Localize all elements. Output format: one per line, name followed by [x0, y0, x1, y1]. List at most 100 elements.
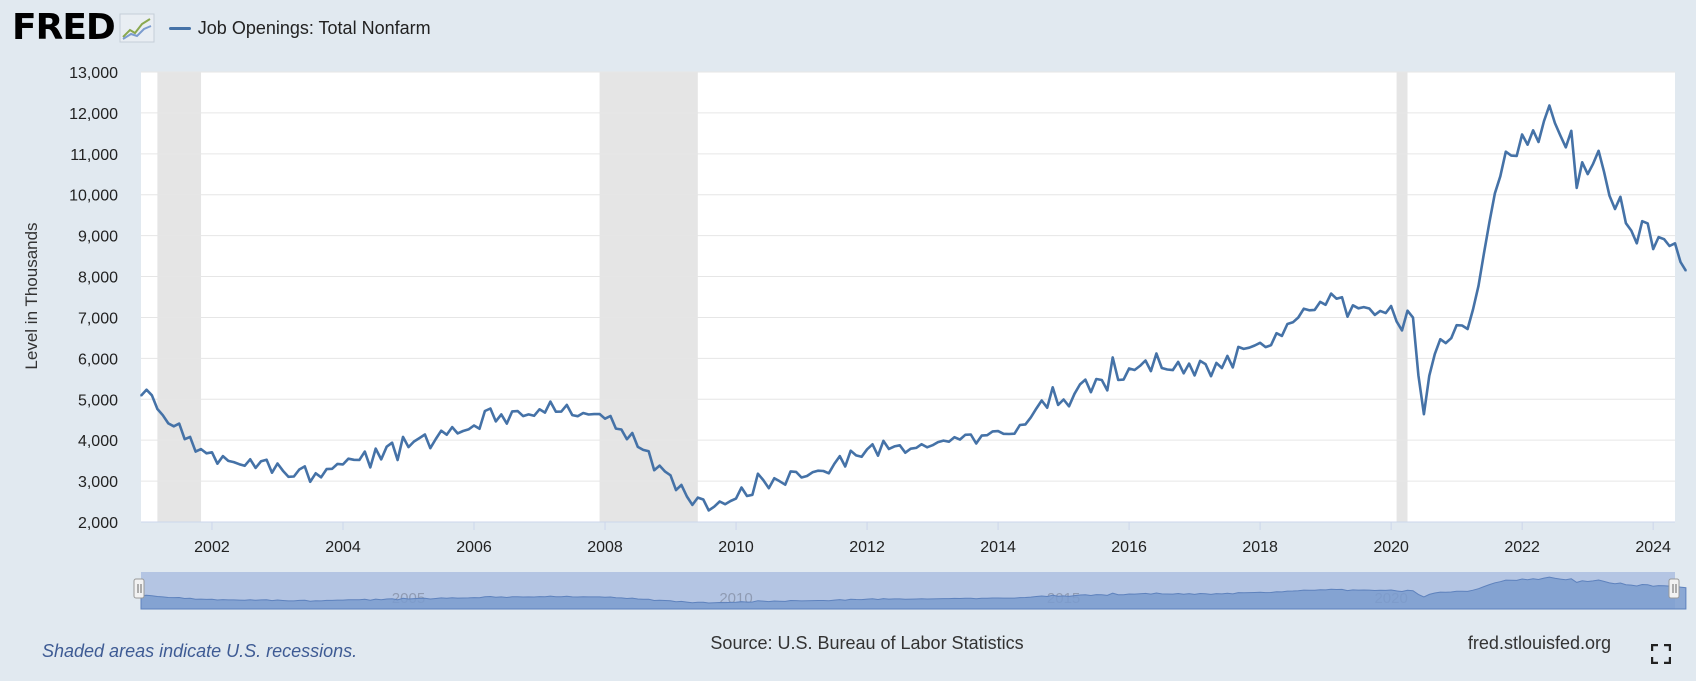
y-tick-label: 5,000 — [78, 392, 118, 409]
data-point — [664, 470, 666, 473]
fred-graph-icon — [119, 13, 155, 43]
y-tick-label: 12,000 — [69, 106, 118, 123]
data-point — [1215, 362, 1218, 364]
data-point — [407, 446, 410, 448]
data-point — [1608, 195, 1611, 197]
data-point — [1477, 285, 1480, 287]
data-point — [691, 504, 694, 506]
data-point — [178, 422, 180, 425]
data-point — [1679, 261, 1682, 263]
data-point — [162, 414, 164, 417]
data-point — [1303, 307, 1305, 310]
fullscreen-icon[interactable] — [1651, 644, 1671, 664]
data-point — [451, 426, 454, 428]
data-point — [1499, 175, 1502, 178]
y-tick-label: 13,000 — [69, 65, 118, 82]
data-point — [1128, 367, 1130, 370]
data-point — [1084, 378, 1087, 381]
data-point — [1543, 120, 1545, 122]
data-point — [1450, 337, 1452, 340]
data-point — [1521, 133, 1523, 136]
data-point — [1663, 238, 1665, 240]
data-point — [511, 410, 513, 413]
data-point — [538, 408, 541, 411]
x-tick-label: 2024 — [1635, 539, 1671, 556]
x-axis: 2002 2004 2006 2008 2010 2012 2014 2016 2018 2020… — [141, 521, 1675, 556]
data-point — [467, 428, 470, 431]
data-point — [200, 448, 202, 450]
data-point — [1625, 222, 1627, 224]
data-point — [582, 412, 584, 414]
data-point — [429, 447, 432, 450]
data-point — [506, 422, 508, 425]
navigator-handle-right[interactable] — [1668, 578, 1680, 599]
header: FRED Job Openings: Total Nonfarm — [12, 10, 431, 46]
recession-band — [599, 72, 698, 522]
data-point — [1182, 372, 1185, 375]
data-point — [489, 407, 492, 410]
site-link[interactable]: fred.stlouisfed.org — [1467, 633, 1611, 653]
data-point — [167, 422, 170, 425]
data-point — [1150, 370, 1152, 372]
data-point — [871, 443, 874, 446]
data-point — [1275, 332, 1278, 335]
data-point — [1019, 424, 1021, 426]
data-point — [795, 471, 797, 473]
data-point — [844, 465, 846, 468]
data-point — [839, 455, 841, 457]
data-point — [1161, 367, 1163, 369]
data-point — [1363, 306, 1365, 308]
data-point — [1242, 348, 1245, 350]
y-tick-label: 8,000 — [78, 270, 118, 287]
data-point — [888, 448, 890, 450]
data-point — [953, 436, 956, 439]
data-point — [1232, 366, 1234, 369]
data-point — [374, 447, 377, 450]
legend[interactable]: Job Openings: Total Nonfarm — [168, 18, 431, 39]
navigator-handle-left[interactable] — [133, 578, 145, 599]
data-point — [1319, 301, 1321, 303]
y-axis-label: Level in Thousands — [22, 222, 41, 369]
data-point — [211, 451, 213, 454]
data-point — [473, 424, 475, 427]
data-point — [440, 429, 443, 432]
data-point — [1259, 342, 1261, 344]
y-tick-label: 7,000 — [78, 310, 118, 327]
data-point — [1597, 150, 1600, 152]
data-point — [931, 444, 934, 447]
data-point — [173, 425, 175, 428]
data-point — [445, 433, 448, 436]
data-point — [1221, 367, 1223, 369]
recession-band — [1396, 72, 1408, 522]
data-point — [729, 500, 732, 502]
navigator[interactable]: 2005201020152020 — [133, 572, 1687, 610]
data-point — [484, 410, 486, 412]
data-point — [571, 414, 574, 416]
data-point — [849, 449, 852, 452]
data-point — [1106, 389, 1109, 392]
fred-logo[interactable]: FRED — [12, 10, 155, 46]
data-point — [435, 438, 437, 440]
data-point — [620, 428, 623, 431]
recession-shading — [157, 72, 1408, 522]
data-point — [915, 447, 917, 449]
data-point — [1619, 196, 1622, 198]
data-point — [811, 471, 814, 474]
data-point — [1641, 220, 1643, 222]
data-point — [500, 413, 503, 416]
x-tick-label: 2008 — [587, 539, 623, 556]
series-line[interactable] — [140, 104, 1688, 512]
data-point — [800, 476, 803, 479]
data-point — [1341, 296, 1343, 299]
data-point — [1494, 192, 1496, 195]
data-point — [413, 440, 415, 443]
data-point — [615, 427, 617, 430]
data-point — [1505, 150, 1507, 153]
data-point — [626, 438, 628, 441]
x-tick-label: 2006 — [456, 539, 492, 556]
data-point — [587, 413, 590, 416]
legend-swatch — [168, 26, 191, 30]
data-point — [1548, 104, 1551, 107]
data-point — [385, 445, 388, 448]
data-point — [631, 432, 634, 434]
